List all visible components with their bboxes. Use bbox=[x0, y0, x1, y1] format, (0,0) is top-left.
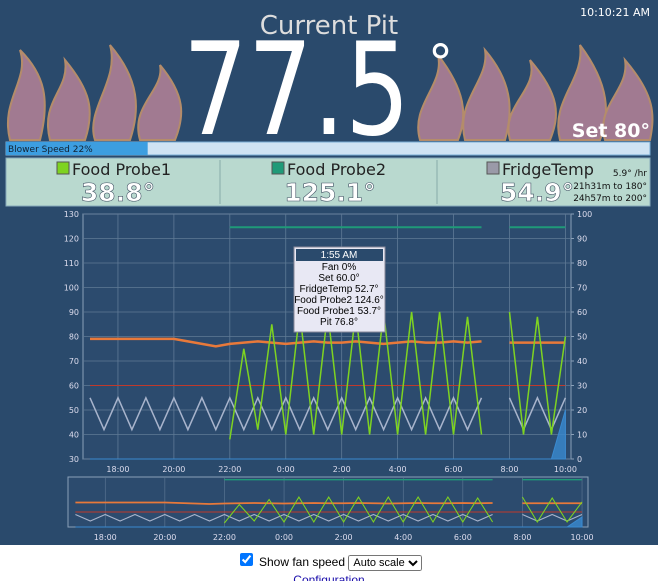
tooltip-title: 1:55 AM bbox=[321, 250, 358, 261]
fan-area bbox=[75, 516, 583, 528]
series-line bbox=[75, 513, 583, 522]
y2-tick-label: 50 bbox=[577, 333, 587, 342]
overview-x-tick-label: 22:00 bbox=[213, 533, 236, 542]
x-tick-label: 6:00 bbox=[445, 465, 463, 474]
y2-tick-label: 40 bbox=[577, 357, 587, 366]
overview-x-tick-label: 4:00 bbox=[394, 533, 412, 542]
probe-swatch bbox=[56, 161, 70, 175]
setpoint: Set 80° bbox=[572, 120, 650, 142]
y-tick-label: 110 bbox=[64, 259, 79, 268]
tooltip: 1:55 AM Fan 0% Set 60.0° FridgeTemp 52.7… bbox=[293, 246, 386, 333]
probe-eta: 21h31m to 180° bbox=[573, 182, 647, 192]
probe-name: Food Probe1 bbox=[72, 160, 171, 179]
probe-temp: 38.8° bbox=[81, 178, 155, 207]
x-tick-label: 0:00 bbox=[277, 465, 295, 474]
probe-panel bbox=[5, 157, 651, 207]
clock: 10:10:21 AM bbox=[580, 6, 650, 19]
fan-area bbox=[89, 409, 566, 460]
pit-temp: 77.5 bbox=[183, 16, 410, 165]
y-tick-label: 40 bbox=[69, 431, 79, 440]
tooltip-line: Pit 76.8° bbox=[320, 317, 358, 328]
overview-x-tick-label: 6:00 bbox=[454, 533, 472, 542]
y-tick-label: 50 bbox=[69, 406, 79, 415]
y2-tick-label: 90 bbox=[577, 235, 587, 244]
probe-swatch bbox=[271, 161, 285, 175]
y-tick-label: 100 bbox=[64, 284, 79, 293]
dashboard: 10:10:21 AM Current Pit 77.5 ° Set 80° B… bbox=[0, 0, 658, 545]
pit-degree: ° bbox=[428, 34, 453, 92]
tooltip-line: Fan 0% bbox=[322, 262, 357, 273]
overview-x-tick-label: 2:00 bbox=[335, 533, 353, 542]
probe-rate: 5.9° /hr bbox=[613, 169, 647, 179]
y2-tick-label: 60 bbox=[577, 308, 587, 317]
y2-tick-label: 100 bbox=[577, 210, 592, 219]
y2-tick-label: 0 bbox=[577, 455, 582, 464]
y-tick-label: 120 bbox=[64, 235, 79, 244]
y-tick-label: 90 bbox=[69, 308, 79, 317]
tooltip-line: Food Probe2 124.6° bbox=[294, 295, 384, 306]
y2-tick-label: 10 bbox=[577, 431, 587, 440]
overview-x-tick-label: 18:00 bbox=[94, 533, 117, 542]
y-tick-label: 30 bbox=[69, 455, 79, 464]
series-line bbox=[223, 495, 583, 524]
tooltip-line: FridgeTemp 52.7° bbox=[299, 284, 378, 295]
y-tick-label: 130 bbox=[64, 210, 79, 219]
overview-x-tick-label: 0:00 bbox=[275, 533, 293, 542]
y-tick-label: 60 bbox=[69, 382, 79, 391]
chart: 30 40 50 60 70 80 90 100 110 120 130 0 10 20 30 40 50 60 7… bbox=[64, 210, 594, 542]
x-tick-label: 2:00 bbox=[333, 465, 351, 474]
scale-select[interactable]: Auto scale bbox=[348, 555, 423, 571]
blower-label: Blower Speed 22% bbox=[8, 145, 93, 155]
series-line bbox=[89, 395, 567, 432]
probe-name: Food Probe2 bbox=[287, 160, 386, 179]
fan-checkbox-label[interactable]: Show fan speed bbox=[258, 555, 346, 569]
blower-bar bbox=[6, 142, 148, 155]
fan-checkbox[interactable] bbox=[239, 553, 253, 566]
x-tick-label: 10:00 bbox=[554, 465, 577, 474]
header-title: Current Pit bbox=[260, 11, 398, 41]
tooltip-header bbox=[296, 249, 383, 261]
probe-temp: 54.9° bbox=[500, 178, 574, 207]
tooltip-box bbox=[293, 246, 386, 333]
flames bbox=[7, 44, 654, 141]
overview-x-tick-label: 10:00 bbox=[571, 533, 594, 542]
series-line bbox=[75, 501, 582, 505]
x-tick-label: 22:00 bbox=[218, 465, 241, 474]
probe-eta: 24h57m to 200° bbox=[573, 194, 647, 204]
x-tick-label: 18:00 bbox=[106, 465, 129, 474]
series-line bbox=[90, 337, 566, 348]
y2-tick-label: 80 bbox=[577, 259, 587, 268]
overview-x-tick-label: 8:00 bbox=[513, 533, 531, 542]
x-tick-label: 20:00 bbox=[162, 465, 185, 474]
probe-temp: 125.1° bbox=[284, 178, 376, 207]
tooltip-line: Food Probe1 53.7° bbox=[297, 306, 381, 317]
y2-tick-label: 70 bbox=[577, 284, 587, 293]
y2-tick-label: 30 bbox=[577, 382, 587, 391]
x-tick-label: 8:00 bbox=[500, 465, 518, 474]
probe-swatch bbox=[486, 161, 500, 175]
configuration-link[interactable]: Configuration bbox=[293, 573, 365, 581]
controls: Show fan speed Auto scale Configuration bbox=[0, 545, 658, 581]
y-tick-label: 80 bbox=[69, 333, 79, 342]
x-tick-label: 4:00 bbox=[389, 465, 407, 474]
tooltip-line: Set 60.0° bbox=[318, 273, 359, 284]
y-tick-label: 70 bbox=[69, 357, 79, 366]
overview-x-tick-label: 20:00 bbox=[153, 533, 176, 542]
probe-name: FridgeTemp bbox=[502, 160, 594, 179]
y2-tick-label: 20 bbox=[577, 406, 587, 415]
